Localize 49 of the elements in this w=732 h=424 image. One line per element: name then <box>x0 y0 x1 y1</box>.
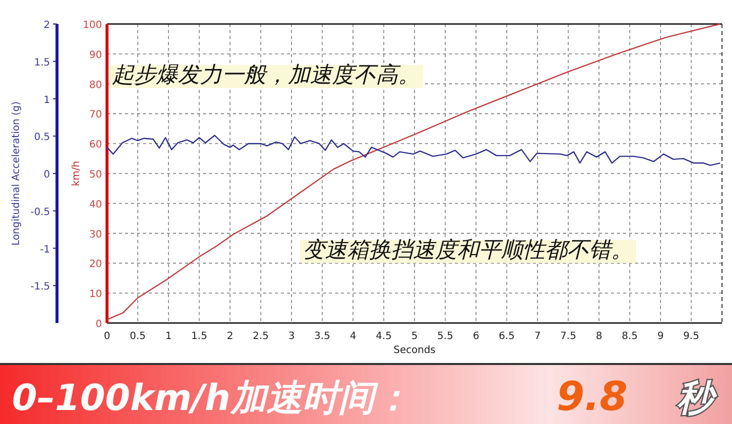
x-tick-label: 7.5 <box>560 331 576 342</box>
y2-axis-title: Longitudinal Acceleration (g) <box>11 101 22 246</box>
x-tick-label: 9.5 <box>683 331 700 342</box>
text: 秒 <box>677 378 718 419</box>
y-tick-label: 20 <box>89 259 102 270</box>
y-tick-label: 30 <box>89 229 102 240</box>
y2-tick-label: 0 <box>44 170 50 180</box>
text: 0–100km/h加速时间： <box>12 378 410 419</box>
y-tick-label: 60 <box>89 140 102 151</box>
x-tick-label: 3 <box>288 331 295 342</box>
x-tick-label: 4.5 <box>376 331 392 342</box>
x-tick-label: 7 <box>534 331 541 342</box>
annotation: 变速箱换挡速度和平顺性都不错。 <box>303 238 633 263</box>
line-series <box>106 134 721 166</box>
y2-tick-label: 1 <box>44 94 50 106</box>
y2-tick-label: 0.5 <box>34 132 50 144</box>
x-tick-label: 4 <box>350 331 356 342</box>
x-tick-label: 1 <box>165 331 172 342</box>
x-tick-label: 8 <box>596 331 602 342</box>
y2-tick-label: 1.5 <box>34 57 50 68</box>
y-tick-label: 0 <box>96 319 102 330</box>
x-tick-label: 0 <box>104 331 110 342</box>
y-tick-label: 100 <box>82 20 102 31</box>
text: 9.8 <box>556 374 628 420</box>
y2-tick-label: 2 <box>44 20 50 31</box>
y-axis-title: km/h <box>71 160 82 186</box>
x-tick-label: 3.5 <box>314 331 330 342</box>
x-axis-title: Seconds <box>393 345 436 356</box>
y2-tick-label: -1 <box>40 244 50 256</box>
x-tick-label: 2 <box>226 331 234 342</box>
annotation: 起步爆发力一般，加速度不高。 <box>112 63 420 88</box>
y-tick-label: 40 <box>89 199 102 210</box>
y-tick-label: 80 <box>89 80 102 91</box>
x-tick-label: 2.5 <box>252 331 269 342</box>
x-tick-label: 6 <box>472 331 480 342</box>
x-tick-label: 8.5 <box>622 331 638 342</box>
y2-tick-label: -0.5 <box>30 206 50 218</box>
x-tick-label: 9 <box>657 331 664 342</box>
line-series <box>106 23 721 320</box>
y-tick-label: 50 <box>89 170 102 180</box>
y-tick-label: 10 <box>89 289 102 300</box>
x-tick-label: 5.5 <box>437 331 454 342</box>
y-tick-label: 90 <box>89 50 102 61</box>
x-tick-label: 1.5 <box>191 331 208 342</box>
x-tick-label: 0.5 <box>130 331 146 342</box>
x-tick-label: 5 <box>411 331 418 342</box>
y2-tick-label: -1.5 <box>30 282 50 293</box>
x-tick-label: 6.5 <box>498 331 515 342</box>
y-tick-label: 70 <box>89 110 102 121</box>
